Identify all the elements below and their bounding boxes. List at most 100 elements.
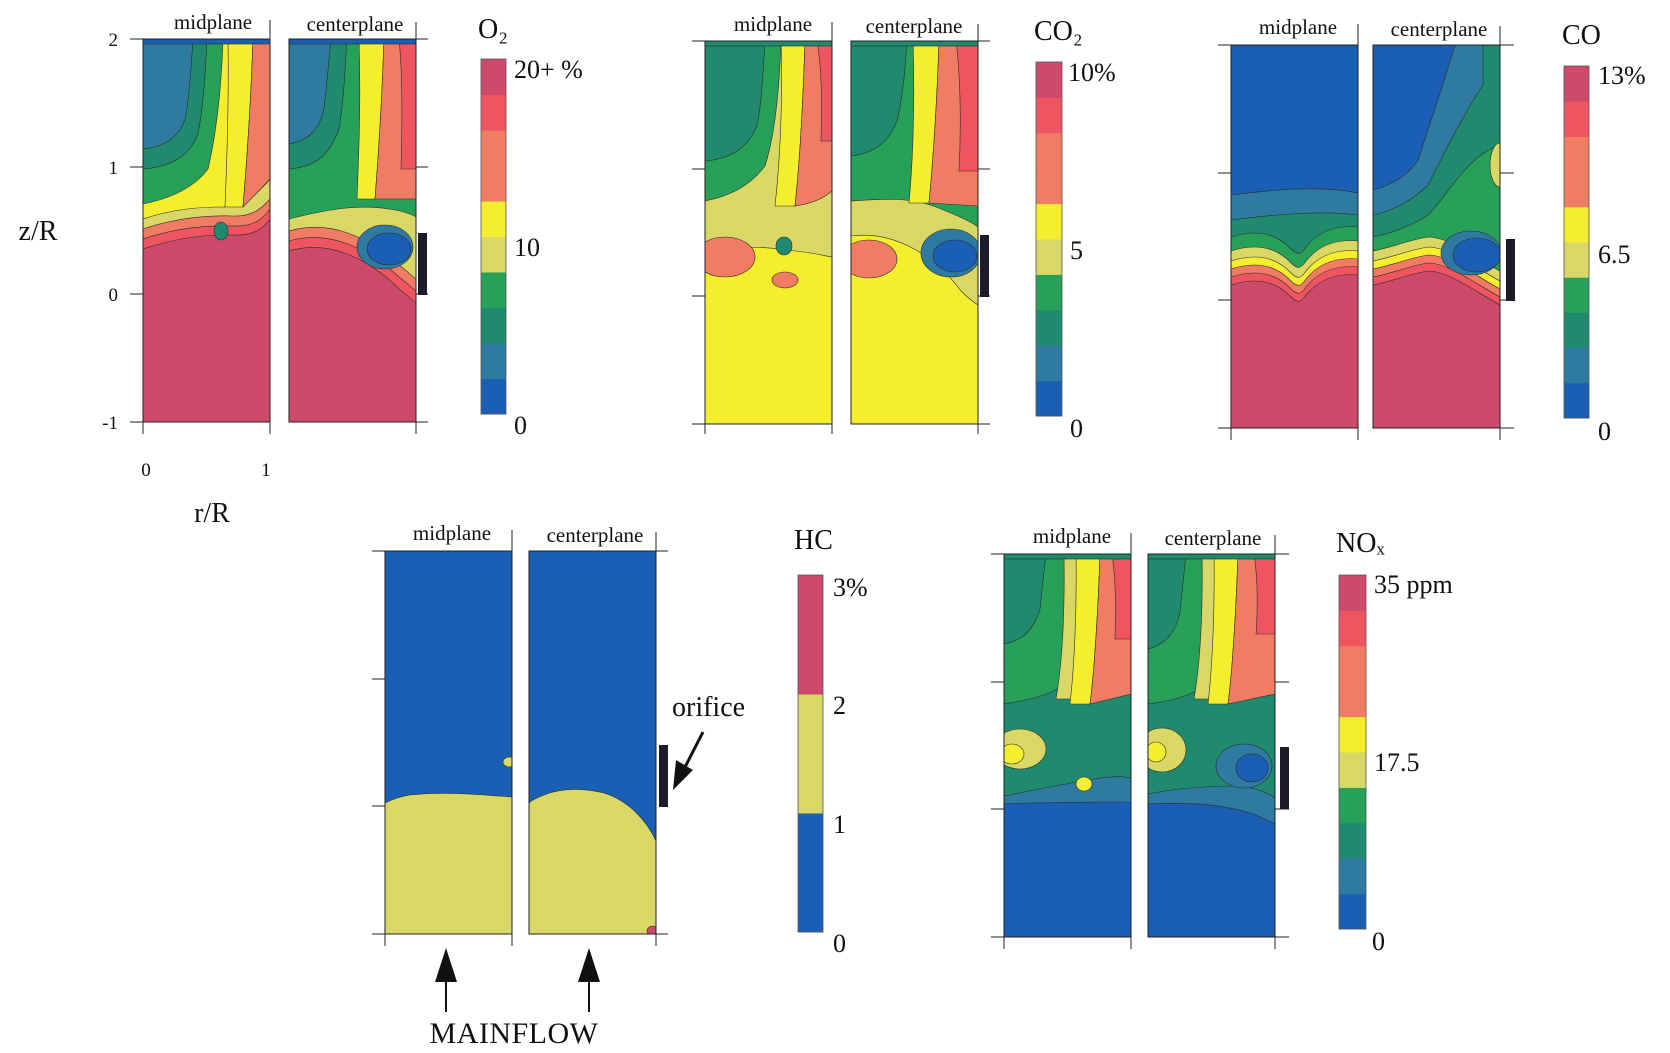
o2-ytick-0: 0 [109, 285, 119, 306]
hc-colorbar-1: 1 [833, 810, 846, 839]
co-colorbar-max: 13% [1598, 61, 1646, 90]
hc-mid-frame [384, 550, 513, 935]
co2-colorbar-swatch-0 [1036, 380, 1062, 417]
o2-ytick-2: 2 [109, 30, 119, 51]
o2-colorbar-swatch-7 [481, 130, 506, 166]
hc-mid-region-blue [385, 551, 512, 804]
nox-mid-jet-red [1111, 554, 1131, 640]
hc-colorbar [797, 574, 824, 933]
nox-center-jet-red [1253, 554, 1275, 635]
co-colorbar-swatch-1 [1564, 347, 1589, 384]
co-mid-band-blue [1231, 45, 1358, 196]
co2-center-lobe-blue [932, 239, 978, 273]
nox-center-lobe-yellow [1148, 741, 1167, 763]
hc-mid-spot-khaki [502, 756, 512, 768]
chart-nox: midplane centerplane NOₓ 35 ppm 17.5 0 [991, 524, 1453, 956]
co-center-lobe-blue [1452, 237, 1500, 273]
nox-colorbar-swatch-8 [1339, 610, 1366, 647]
co2-mid-lobe-salmon [705, 236, 756, 278]
o2-panel-gap [270, 39, 289, 422]
co2-colorbar-swatch-2 [1036, 309, 1062, 346]
mainflow-arrow-2-head [578, 948, 600, 982]
nox-legend-title: NOₓ [1336, 528, 1385, 559]
o2-colorbar-swatch-6 [481, 165, 506, 202]
hc-midplane-panel [385, 551, 512, 934]
co-panel-gap [1358, 45, 1373, 428]
o2-centerplane-label: centerplane [307, 12, 404, 36]
co-colorbar-swatch-8 [1564, 101, 1589, 137]
nox-midplane-label: midplane [1033, 524, 1111, 548]
nox-centerplane-panel [1148, 554, 1275, 937]
co-colorbar-swatch-4 [1564, 242, 1589, 278]
o2-colorbar-swatch-1 [481, 343, 506, 379]
chart-o2: 2 1 0 -1 0 1 z/R r/R midplane centerplan… [19, 10, 583, 529]
o2-colorbar-max: 20+ % [514, 55, 583, 84]
co2-midplane-label: midplane [734, 12, 812, 36]
nox-colorbar-swatch-3 [1339, 787, 1366, 824]
co2-mid-spot-salmon [771, 271, 799, 289]
o2-center-jet-red [398, 39, 416, 170]
co2-legend-title: CO₂ [1034, 16, 1083, 47]
co-colorbar [1563, 65, 1590, 419]
co-centerplane-panel [1373, 45, 1500, 428]
o2-colorbar-swatch-0 [481, 378, 506, 415]
co-colorbar-frame [1563, 65, 1590, 419]
co-legend-title: CO [1562, 20, 1601, 51]
hc-colorbar-min: 0 [833, 929, 846, 958]
nox-axis-ticks [991, 533, 1289, 949]
nox-center-lobe-blue [1235, 753, 1269, 783]
o2-colorbar-min: 0 [514, 411, 527, 440]
co2-center-frame [850, 40, 979, 425]
co2-colorbar-swatch-6 [1036, 168, 1062, 205]
hc-colorbar-frame [797, 574, 824, 933]
co2-colorbar-swatch-5 [1036, 203, 1062, 240]
o2-legend-title: O₂ [478, 14, 508, 45]
x-axis-title: r/R [194, 498, 230, 529]
co2-colorbar [1035, 61, 1063, 417]
co2-center-lobe-salmon [851, 239, 898, 279]
co-colorbar-swatch-2 [1564, 312, 1589, 349]
o2-xtick-1: 1 [261, 460, 271, 481]
co-colorbar-min: 0 [1598, 417, 1611, 446]
o2-centerplane-panel [289, 39, 416, 422]
o2-colorbar-swatch-2 [481, 307, 506, 344]
chart-hc: midplane centerplane HC 3% 2 1 0 orifice… [372, 521, 868, 1050]
o2-colorbar-swatch-5 [481, 201, 506, 237]
o2-mid-frame [142, 38, 271, 423]
o2-center-top-strip [289, 39, 416, 45]
nox-colorbar-swatch-7 [1339, 645, 1366, 682]
orifice-note: orifice [672, 692, 745, 723]
co2-colorbar-swatch-1 [1036, 345, 1062, 382]
nox-colorbar-swatch-5 [1339, 716, 1366, 753]
mainflow-arrow-1-head [435, 948, 457, 982]
o2-ytick-neg1: -1 [102, 413, 118, 434]
nox-mid-spot-yellow [1075, 776, 1093, 792]
hc-midplane-label: midplane [413, 521, 491, 545]
o2-colorbar-swatch-4 [481, 236, 506, 273]
nox-colorbar-max: 35 ppm [1374, 570, 1453, 599]
hc-orifice-marker [659, 745, 668, 807]
co2-mid-frame [704, 40, 833, 425]
hc-axis-ticks [372, 530, 668, 946]
nox-colorbar-swatch-1 [1339, 858, 1366, 895]
nox-mid-lobe-yellow [1004, 743, 1025, 765]
o2-colorbar-frame [480, 58, 507, 415]
orifice-arrow-shaft [681, 731, 705, 772]
co-mid-frame [1230, 44, 1359, 429]
hc-colorbar-max: 3% [833, 573, 868, 602]
chart-co: midplane centerplane CO 13% 6.5 0 [1218, 15, 1646, 446]
o2-center-lobe-blue [366, 232, 412, 266]
co2-colorbar-swatch-4 [1036, 239, 1062, 275]
o2-midplane-label: midplane [174, 10, 252, 34]
nox-center-top-strip [1148, 554, 1275, 560]
o2-center-frame [288, 38, 417, 423]
co-colorbar-mid: 6.5 [1598, 240, 1631, 269]
co-midplane-label: midplane [1259, 15, 1337, 39]
co2-orifice-marker [980, 235, 989, 297]
hc-center-region-blue [529, 551, 656, 842]
co-midplane-panel [1231, 45, 1358, 428]
co2-mid-spot-teal [775, 236, 793, 256]
nox-colorbar [1338, 574, 1367, 930]
co-orifice-marker [1506, 239, 1515, 301]
